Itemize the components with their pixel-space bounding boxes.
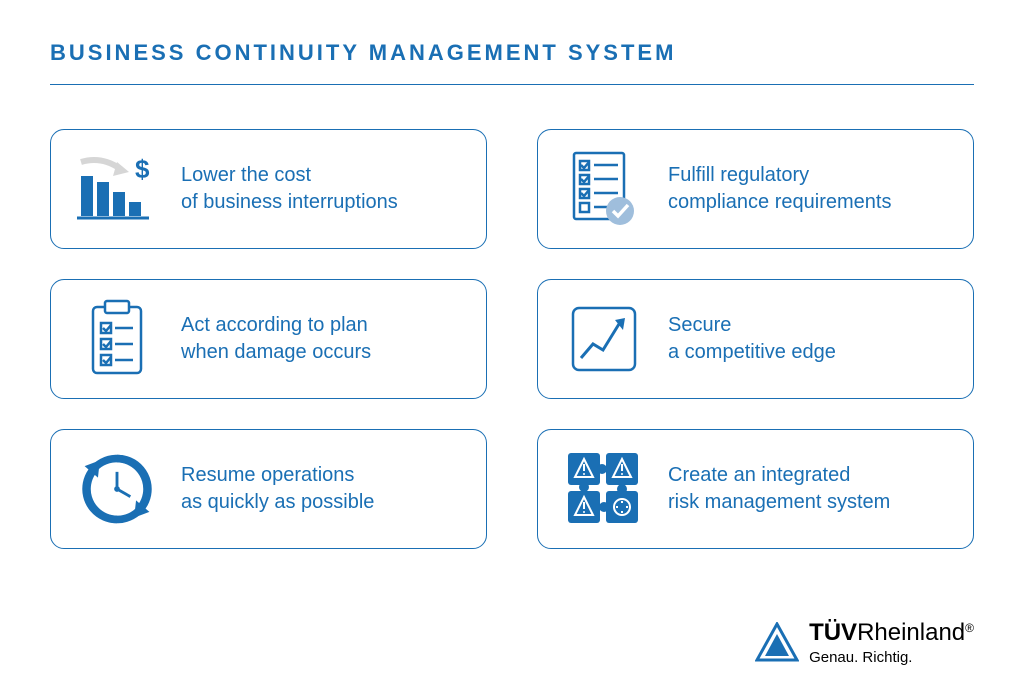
line2: as quickly as possible: [181, 491, 374, 513]
brand-footer: TÜVRheinland® Genau. Richtig.: [755, 619, 974, 666]
card-text: Create an integrated risk management sys…: [668, 462, 890, 516]
card-act-plan: Act according to plan when damage occurs: [50, 279, 487, 399]
card-risk-management: Create an integrated risk management sys…: [537, 429, 974, 549]
line1: Create an integrated: [668, 464, 850, 486]
line1: Lower the cost: [181, 164, 311, 186]
card-text: Lower the cost of business interruptions: [181, 162, 398, 216]
line1: Resume operations: [181, 464, 354, 486]
card-text: Fulfill regulatory compliance requiremen…: [668, 162, 891, 216]
tuv-triangle-icon: [755, 622, 799, 664]
brand-bold: TÜV: [809, 619, 857, 646]
brand-rest: Rheinland: [857, 619, 965, 646]
card-grid: $ Lower the cost of business interruptio…: [50, 129, 974, 549]
line2: when damage occurs: [181, 341, 371, 363]
line2: a competitive edge: [668, 341, 836, 363]
card-text: Secure a competitive edge: [668, 312, 836, 366]
growth-chart-icon: [564, 304, 644, 374]
bar-chart-down-icon: $: [77, 154, 157, 224]
card-text: Act according to plan when damage occurs: [181, 312, 371, 366]
card-competitive-edge: Secure a competitive edge: [537, 279, 974, 399]
clock-cycle-icon: [77, 447, 157, 531]
card-lower-cost: $ Lower the cost of business interruptio…: [50, 129, 487, 249]
svg-text:$: $: [135, 154, 150, 184]
title-divider: [50, 84, 974, 85]
line1: Secure: [668, 314, 731, 336]
checklist-document-icon: [564, 149, 644, 229]
page-title: BUSINESS CONTINUITY MANAGEMENT SYSTEM: [50, 40, 974, 66]
line2: risk management system: [668, 491, 890, 513]
line2: of business interruptions: [181, 191, 398, 213]
card-compliance: Fulfill regulatory compliance requiremen…: [537, 129, 974, 249]
clipboard-checklist-icon: [77, 299, 157, 379]
brand-text: TÜVRheinland® Genau. Richtig.: [809, 619, 974, 666]
brand-tagline: Genau. Richtig.: [809, 649, 974, 666]
puzzle-risk-icon: [564, 449, 644, 529]
card-resume-operations: Resume operations as quickly as possible: [50, 429, 487, 549]
line1: Fulfill regulatory: [668, 164, 809, 186]
line1: Act according to plan: [181, 314, 368, 336]
card-text: Resume operations as quickly as possible: [181, 462, 374, 516]
line2: compliance requirements: [668, 191, 891, 213]
registered-mark: ®: [965, 621, 974, 635]
